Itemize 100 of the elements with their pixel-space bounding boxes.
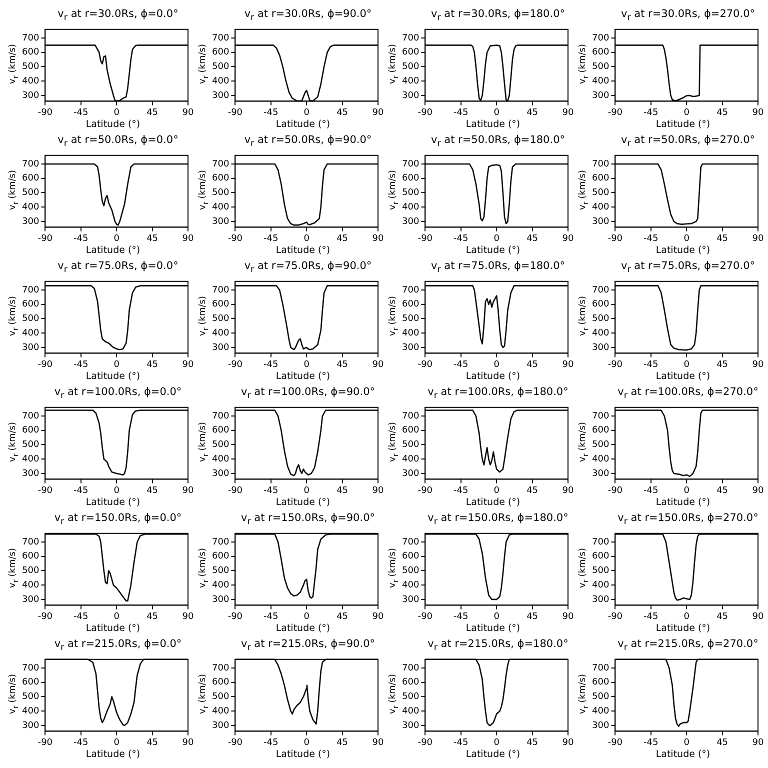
y-tick-label: 600 bbox=[22, 300, 40, 310]
x-tick-label: -90 bbox=[38, 234, 53, 244]
x-tick-label: -90 bbox=[228, 612, 243, 622]
x-tick-label: 45 bbox=[526, 612, 538, 622]
x-tick-label: 0 bbox=[304, 360, 310, 370]
x-tick-label: 0 bbox=[114, 738, 120, 748]
chart-title: v$_{r}$ at r=100.0Rs, ϕ=0.0° bbox=[53, 386, 183, 402]
chart-title: v$_{r}$ at r=75.0Rs, ϕ=270.0° bbox=[620, 260, 756, 276]
y-tick-label: 300 bbox=[22, 594, 40, 605]
y-tick-label: 600 bbox=[212, 174, 230, 184]
y-tick-label: 400 bbox=[22, 454, 40, 464]
x-axis-title: Latitude (°) bbox=[84, 623, 142, 634]
x-tick-label: 90 bbox=[372, 108, 384, 118]
y-tick-label: 300 bbox=[402, 594, 420, 605]
x-tick-label: 90 bbox=[752, 360, 764, 370]
y-tick-label: 400 bbox=[402, 580, 420, 590]
x-tick-label: -45 bbox=[454, 486, 468, 496]
y-tick-label: 700 bbox=[402, 537, 420, 548]
y-tick-label: 600 bbox=[402, 48, 420, 58]
x-tick-label: -45 bbox=[264, 360, 278, 370]
x-tick-label: 90 bbox=[182, 360, 194, 370]
chart-title: v$_{r}$ at r=50.0Rs, ϕ=0.0° bbox=[56, 134, 180, 150]
x-axis-title: Latitude (°) bbox=[654, 623, 712, 634]
y-tick-label: 300 bbox=[212, 342, 230, 353]
y-tick-label: 600 bbox=[402, 174, 420, 184]
chart-title: v$_{r}$ at r=215.0Rs, ϕ=0.0° bbox=[53, 638, 183, 654]
x-tick-label: -45 bbox=[644, 108, 658, 118]
chart-title: v$_{r}$ at r=150.0Rs, ϕ=270.0° bbox=[616, 512, 760, 528]
x-axis-title: Latitude (°) bbox=[274, 749, 332, 760]
chart-title: v$_{r}$ at r=30.0Rs, ϕ=90.0° bbox=[243, 8, 373, 24]
y-tick-label: 600 bbox=[22, 174, 40, 184]
y-tick-label: 500 bbox=[212, 314, 230, 324]
x-tick-label: -45 bbox=[264, 486, 278, 496]
y-tick-label: 700 bbox=[22, 159, 40, 170]
x-tick-label: -45 bbox=[644, 738, 658, 748]
x-tick-label: 90 bbox=[562, 108, 574, 118]
x-tick-label: 45 bbox=[146, 738, 158, 748]
chart-title: v$_{r}$ at r=150.0Rs, ϕ=90.0° bbox=[240, 512, 376, 528]
x-tick-label: -45 bbox=[644, 486, 658, 496]
y-tick-label: 700 bbox=[592, 663, 610, 674]
y-tick-label: 700 bbox=[212, 537, 230, 548]
y-tick-label: 700 bbox=[22, 411, 40, 422]
y-tick-label: 700 bbox=[212, 663, 230, 674]
y-tick-label: 600 bbox=[592, 426, 610, 436]
x-axis-title: Latitude (°) bbox=[464, 371, 522, 382]
y-tick-label: 700 bbox=[22, 33, 40, 44]
x-tick-label: 90 bbox=[182, 234, 194, 244]
chart-title: v$_{r}$ at r=150.0Rs, ϕ=180.0° bbox=[426, 512, 570, 528]
x-axis-title: Latitude (°) bbox=[654, 245, 712, 256]
x-tick-label: -90 bbox=[228, 108, 243, 118]
y-tick-label: 500 bbox=[402, 314, 420, 324]
y-tick-label: 400 bbox=[592, 328, 610, 338]
y-tick-label: 400 bbox=[402, 76, 420, 86]
x-tick-label: 0 bbox=[114, 234, 120, 244]
y-tick-label: 500 bbox=[212, 440, 230, 450]
y-tick-label: 400 bbox=[592, 706, 610, 716]
x-axis-title: Latitude (°) bbox=[654, 119, 712, 130]
y-tick-label: 300 bbox=[592, 468, 610, 479]
x-tick-label: -90 bbox=[418, 738, 433, 748]
y-tick-label: 700 bbox=[402, 285, 420, 296]
y-tick-label: 400 bbox=[22, 706, 40, 716]
y-tick-label: 300 bbox=[22, 216, 40, 227]
y-tick-label: 300 bbox=[592, 342, 610, 353]
x-tick-label: -45 bbox=[454, 360, 468, 370]
x-tick-label: 45 bbox=[526, 360, 538, 370]
y-tick-label: 700 bbox=[22, 537, 40, 548]
y-tick-label: 500 bbox=[592, 62, 610, 72]
x-tick-label: 0 bbox=[684, 360, 690, 370]
x-tick-label: 90 bbox=[752, 612, 764, 622]
x-tick-label: -90 bbox=[228, 234, 243, 244]
y-tick-label: 300 bbox=[212, 90, 230, 101]
x-tick-label: 90 bbox=[372, 486, 384, 496]
y-tick-label: 600 bbox=[592, 300, 610, 310]
x-axis-title: Latitude (°) bbox=[84, 245, 142, 256]
y-tick-label: 400 bbox=[22, 328, 40, 338]
x-tick-label: 0 bbox=[304, 486, 310, 496]
y-tick-label: 700 bbox=[22, 663, 40, 674]
x-axis-title: Latitude (°) bbox=[654, 371, 712, 382]
x-tick-label: -45 bbox=[264, 234, 278, 244]
y-tick-label: 700 bbox=[592, 537, 610, 548]
x-tick-label: 0 bbox=[114, 360, 120, 370]
x-tick-label: -90 bbox=[418, 360, 433, 370]
y-tick-label: 300 bbox=[592, 216, 610, 227]
y-tick-label: 400 bbox=[212, 76, 230, 86]
x-tick-label: -45 bbox=[454, 738, 468, 748]
x-tick-label: -45 bbox=[264, 612, 278, 622]
x-tick-label: 0 bbox=[684, 738, 690, 748]
y-tick-label: 400 bbox=[592, 580, 610, 590]
chart-title: v$_{r}$ at r=150.0Rs, ϕ=0.0° bbox=[53, 512, 183, 528]
y-tick-label: 500 bbox=[22, 440, 40, 450]
y-tick-label: 300 bbox=[592, 594, 610, 605]
x-tick-label: -45 bbox=[74, 738, 88, 748]
x-tick-label: 45 bbox=[146, 108, 158, 118]
x-axis-title: Latitude (°) bbox=[84, 749, 142, 760]
x-tick-label: -90 bbox=[418, 486, 433, 496]
y-tick-label: 400 bbox=[402, 328, 420, 338]
x-tick-label: -90 bbox=[38, 360, 53, 370]
y-tick-label: 300 bbox=[592, 90, 610, 101]
x-tick-label: -90 bbox=[38, 486, 53, 496]
y-tick-label: 300 bbox=[402, 720, 420, 731]
